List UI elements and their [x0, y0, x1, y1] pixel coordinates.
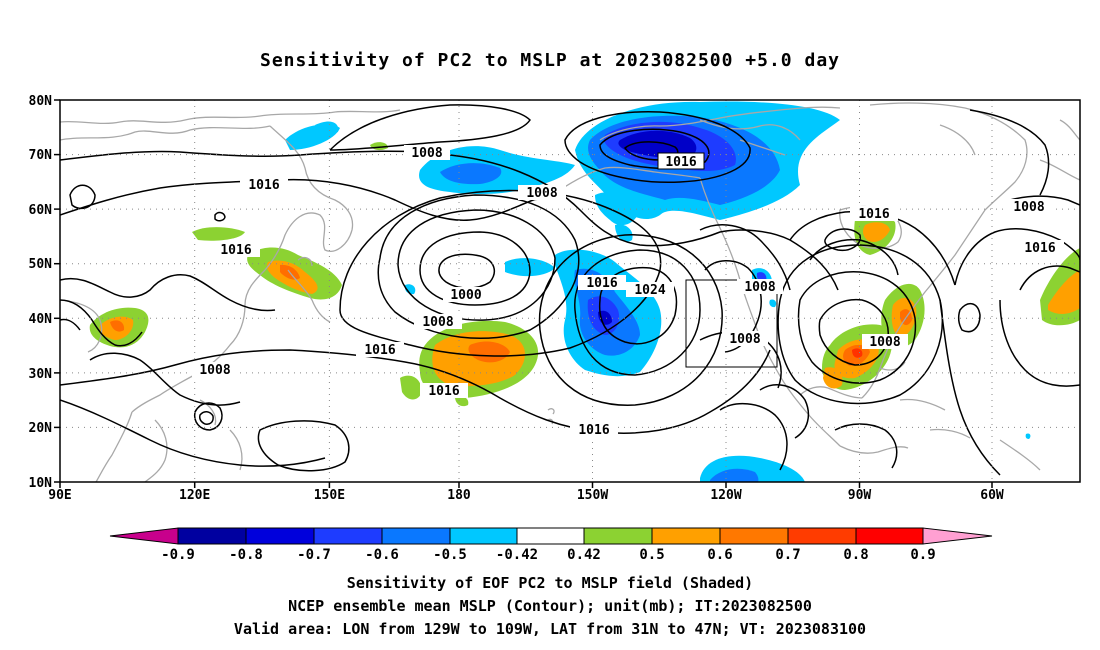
- colorbar-cell: [855, 527, 924, 545]
- colorbar-label: -0.6: [365, 547, 399, 563]
- contour-label: 1016: [586, 276, 617, 291]
- lon-label: 60W: [980, 488, 1004, 503]
- contour-label: 1008: [744, 280, 775, 295]
- contour-label: 1008: [869, 335, 900, 350]
- contour-label: 1016: [248, 178, 279, 193]
- colorbar-cell: [177, 527, 247, 545]
- colorbar-cell: [651, 527, 721, 545]
- contour-label: 1016: [364, 343, 395, 358]
- contour-label: 1008: [1013, 200, 1044, 215]
- colorbar-label: 0.9: [910, 547, 935, 563]
- lat-label: 60N: [29, 203, 53, 218]
- colorbar-label: -0.5: [433, 547, 467, 563]
- map-title: Sensitivity of PC2 to MSLP at 2023082500…: [259, 50, 840, 71]
- lat-label: 80N: [29, 94, 53, 109]
- caption-contour: NCEP ensemble mean MSLP (Contour); unit(…: [288, 597, 812, 615]
- lon-label: 120W: [710, 488, 741, 503]
- contour-label: 1008: [729, 332, 760, 347]
- lon-label: 150E: [314, 488, 345, 503]
- colorbar-cell: [516, 527, 585, 545]
- contour-label: 1016: [578, 423, 609, 438]
- axis-ticks: [54, 99, 993, 488]
- caption-shading: Sensitivity of EOF PC2 to MSLP field (Sh…: [346, 574, 754, 592]
- contour-label: 1008: [422, 315, 453, 330]
- lon-label: 90E: [48, 488, 71, 503]
- contour-label: 1008: [526, 186, 557, 201]
- contour-label: 1024: [634, 283, 665, 298]
- colorbar-cell: [787, 527, 857, 545]
- contour-labels: 1008 1016 1016 1016 1008 1008 1000 1008 …: [192, 145, 1064, 438]
- colorbar-label: 0.7: [775, 547, 800, 563]
- contour-label: 1008: [411, 146, 442, 161]
- colorbar-label: 0.6: [707, 547, 732, 563]
- contour-label: 1016: [858, 207, 889, 222]
- contour-label: 1008: [199, 363, 230, 378]
- colorbar-cell: [449, 527, 518, 545]
- colorbar-cell: [719, 527, 789, 545]
- colorbar-cell: [313, 527, 383, 545]
- colorbar-label: 0.42: [567, 547, 601, 563]
- colorbar: [109, 527, 993, 545]
- contour-label: 1016: [220, 243, 251, 258]
- latitude-labels: 80N 70N 60N 50N 40N 30N 20N 10N: [29, 94, 53, 491]
- lon-label: 180: [447, 488, 471, 503]
- longitude-labels: 90E 120E 150E 180 150W 120W 90W 60W: [48, 488, 1004, 503]
- lat-label: 30N: [29, 367, 53, 382]
- colorbar-cell: [245, 527, 315, 545]
- colorbar-label: 0.5: [639, 547, 664, 563]
- lat-label: 40N: [29, 312, 53, 327]
- caption-valid-area: Valid area: LON from 129W to 109W, LAT f…: [233, 620, 867, 638]
- lat-label: 20N: [29, 421, 53, 436]
- lon-label: 150W: [577, 488, 608, 503]
- lat-label: 70N: [29, 148, 53, 163]
- colorbar-cell: [381, 527, 451, 545]
- lat-label: 50N: [29, 257, 53, 272]
- colorbar-label: 0.8: [843, 547, 868, 563]
- lon-label: 90W: [848, 488, 872, 503]
- lon-label: 120E: [179, 488, 210, 503]
- colorbar-label: -0.9: [161, 547, 195, 563]
- map-frame: [59, 99, 1081, 483]
- colorbar-label: -0.7: [297, 547, 331, 563]
- colorbar-labels: -0.9 -0.8 -0.7 -0.6 -0.5 -0.42 0.42 0.5 …: [161, 547, 936, 563]
- colorbar-min-triangle: [109, 527, 179, 545]
- colorbar-label: -0.42: [496, 547, 538, 563]
- contour-label: 1016: [1024, 241, 1055, 256]
- colorbar-label: -0.8: [229, 547, 263, 563]
- lat-label: 10N: [29, 476, 53, 491]
- contour-label: 1016: [428, 384, 459, 399]
- contour-label: 1000: [450, 288, 481, 303]
- contour-label: 1016: [665, 155, 696, 170]
- colorbar-max-triangle: [922, 527, 993, 545]
- colorbar-cell: [583, 527, 653, 545]
